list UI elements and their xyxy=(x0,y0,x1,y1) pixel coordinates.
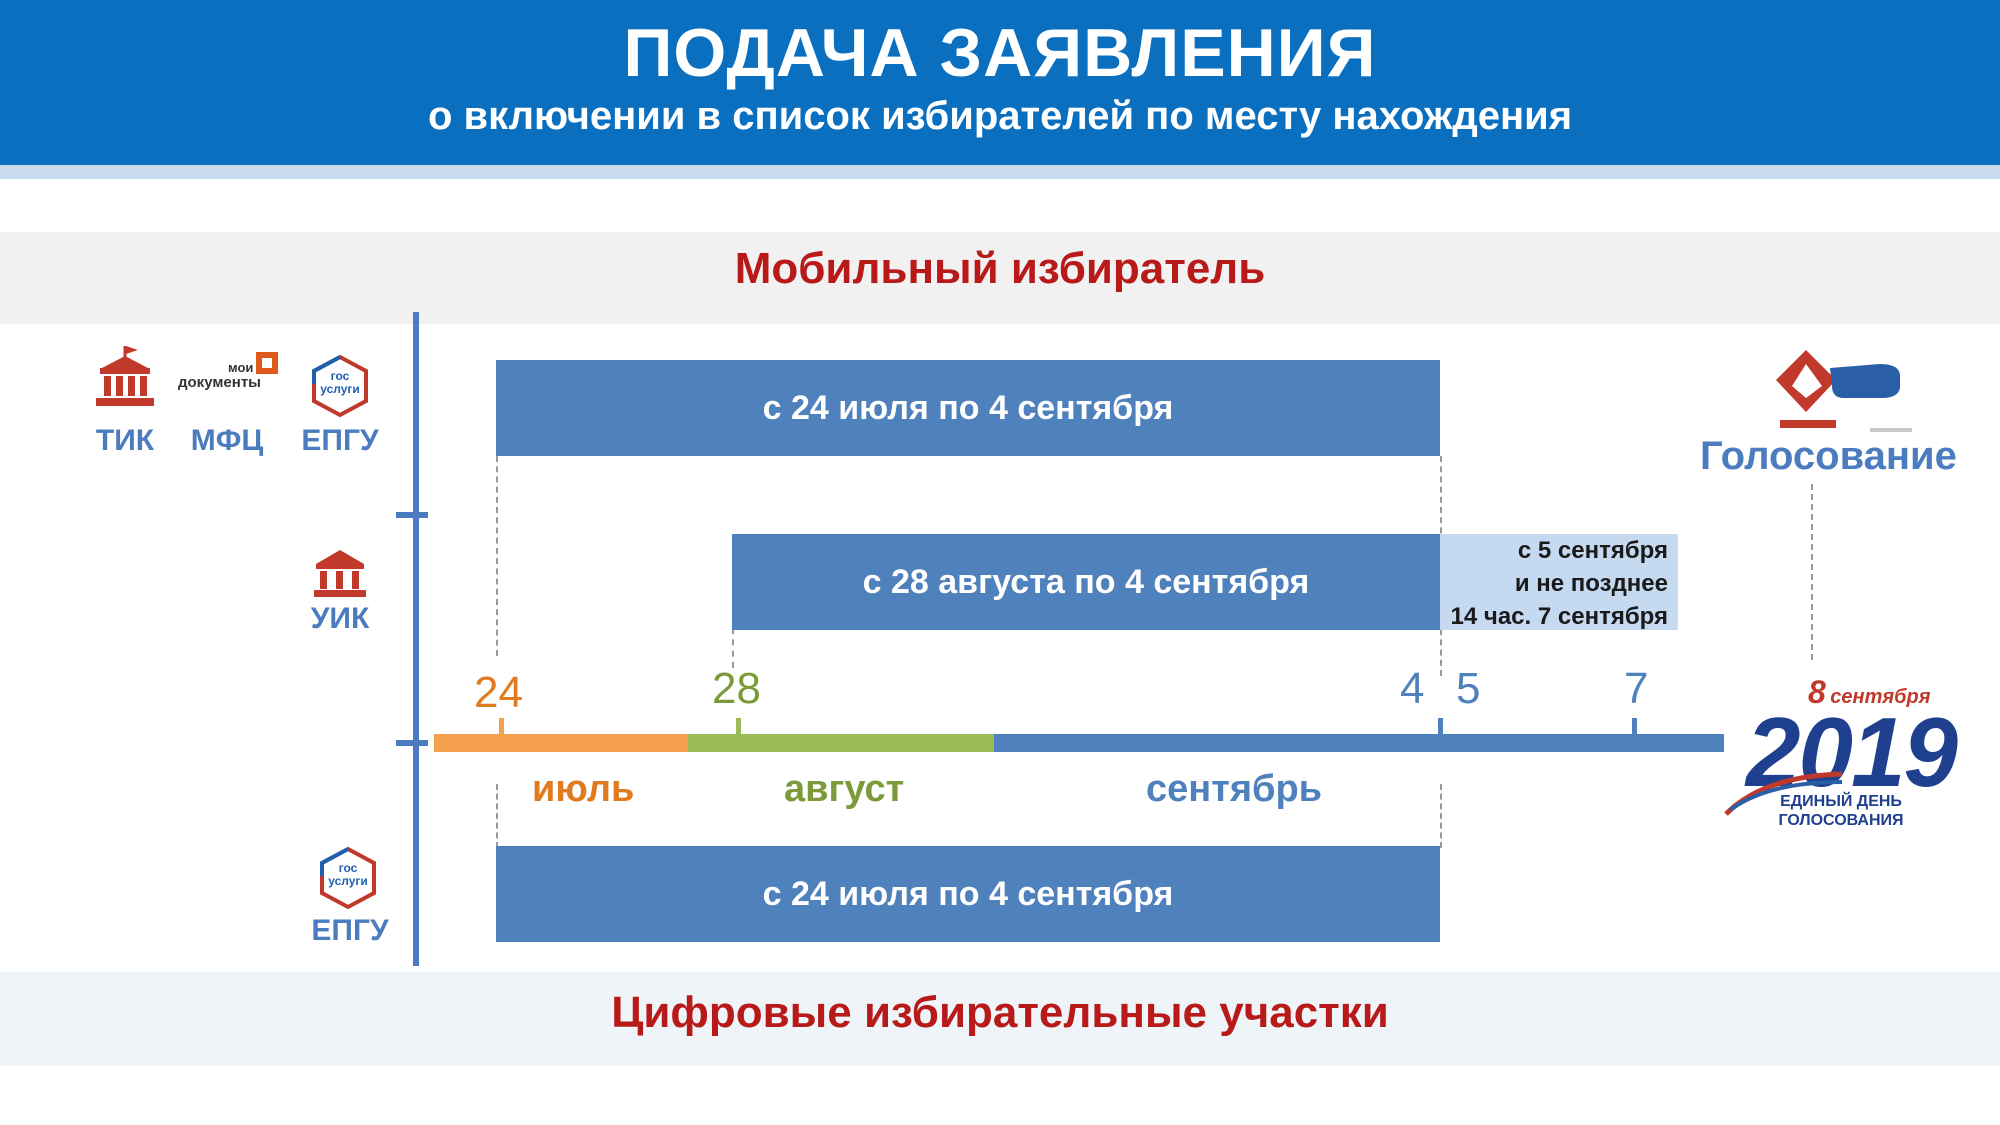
mobile-voter-band xyxy=(0,232,2000,324)
guide-voting xyxy=(1811,484,1813,660)
day-24: 24 xyxy=(474,668,523,717)
extra-line-3: 14 час. 7 сентября xyxy=(1450,603,1668,630)
mfc-logo: мои документы xyxy=(176,350,284,410)
tik-building-icon xyxy=(92,344,158,410)
epgu-label-bottom: ЕПГУ xyxy=(311,914,389,947)
period-bar-row2: с 28 августа по 4 сентября xyxy=(732,534,1440,630)
extra-line-1: с 5 сентября xyxy=(1517,537,1668,564)
tick-4 xyxy=(1438,718,1443,734)
epgu-label: ЕПГУ xyxy=(301,424,379,457)
period-bar-row3: с 24 июля по 4 сентября xyxy=(496,846,1440,942)
timeline-september xyxy=(994,734,1724,752)
page-subtitle: о включении в список избирателей по мест… xyxy=(427,94,1573,138)
page-title: ПОДАЧА ЗАЯВЛЕНИЯ xyxy=(623,15,1377,91)
election-date-day: 8 xyxy=(1808,674,1826,710)
gosuslugi-bottom-top-text: гос xyxy=(338,861,358,875)
election-caption-2: ГОЛОСОВАНИЯ xyxy=(1778,812,1904,829)
guide-28 xyxy=(732,628,734,668)
gosuslugi-bottom-text: услуги xyxy=(320,382,360,396)
timeline-tick xyxy=(396,740,428,746)
month-july: июль xyxy=(532,768,635,810)
month-september: сентябрь xyxy=(1146,768,1323,810)
tik-label: ТИК xyxy=(95,424,155,457)
tick-24 xyxy=(499,718,504,734)
month-august: август xyxy=(784,768,905,810)
election-date: 8 сентября xyxy=(1808,674,1931,711)
mfc-logo-main-text: документы xyxy=(178,374,261,391)
timeline-july xyxy=(434,734,688,752)
day-28: 28 xyxy=(712,664,761,713)
tick-28 xyxy=(736,718,741,734)
digital-stations-band xyxy=(0,972,2000,1066)
row-divider-tick xyxy=(396,512,428,518)
day-7: 7 xyxy=(1624,664,1649,713)
ballot-hand-icon xyxy=(1770,346,1920,438)
gosuslugi-icon: гос услуги xyxy=(308,354,372,418)
mobile-voter-heading: Мобильный избиратель xyxy=(734,244,1266,293)
uik-label: УИК xyxy=(310,602,370,635)
header-stripe xyxy=(0,165,2000,179)
mfc-label: МФЦ xyxy=(190,424,264,457)
uik-building-icon xyxy=(312,548,368,598)
vertical-axis xyxy=(413,312,419,966)
flag-swoosh-icon xyxy=(1724,770,1844,820)
guide-24-lower xyxy=(496,784,498,848)
mfc-logo-top-text: мои xyxy=(228,360,254,375)
day-5: 5 xyxy=(1456,664,1481,713)
timeline-august xyxy=(688,734,994,752)
period-bar-row2-extra: с 5 сентября и не позднее 14 час. 7 сент… xyxy=(1440,534,1678,630)
guide-4-lower xyxy=(1440,784,1442,848)
election-date-month: сентября xyxy=(1830,686,1931,708)
header-banner xyxy=(0,0,2000,165)
period-bar-row1: с 24 июля по 4 сентября xyxy=(496,360,1440,456)
gosuslugi-icon-bottom: гос услуги xyxy=(316,846,380,910)
election-caption: ЕДИНЫЙ ДЕНЬ ГОЛОСОВАНИЯ xyxy=(1766,792,1916,830)
gosuslugi-top-text: гос xyxy=(330,369,350,383)
tick-7 xyxy=(1632,718,1637,734)
gosuslugi-bottom-bottom-text: услуги xyxy=(328,874,368,888)
day-4: 4 xyxy=(1400,664,1425,713)
guide-24-upper xyxy=(496,456,498,656)
digital-stations-heading: Цифровые избирательные участки xyxy=(611,988,1389,1037)
election-caption-1: ЕДИНЫЙ ДЕНЬ xyxy=(1780,793,1902,810)
extra-line-2: и не позднее xyxy=(1514,570,1668,597)
voting-label: Голосование xyxy=(1700,434,1957,478)
